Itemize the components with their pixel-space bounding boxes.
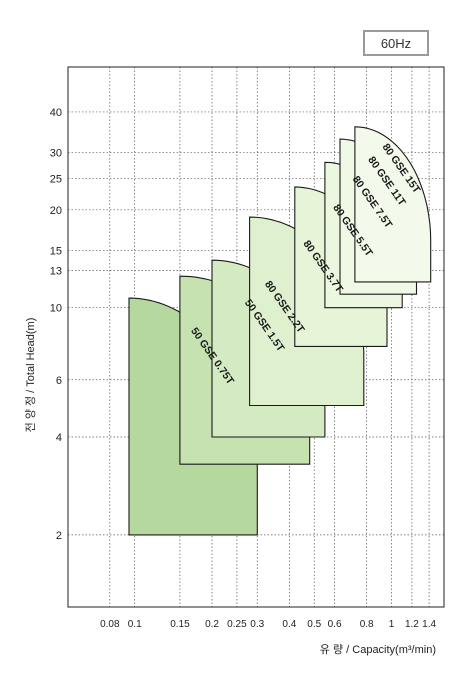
x-tick-label: 0.2	[205, 619, 219, 630]
y-tick-label: 30	[50, 148, 62, 160]
x-tick-label: 0.6	[328, 619, 342, 630]
x-tick-label: 0.15	[170, 619, 190, 630]
x-axis-label: 유 량 / Capacity(m³/min)	[319, 644, 436, 656]
y-tick-label: 13	[50, 266, 62, 278]
y-tick-label: 40	[50, 107, 62, 119]
y-tick-label: 2	[56, 530, 62, 542]
x-tick-label: 1.4	[422, 619, 436, 630]
x-tick-label: 1	[389, 619, 395, 630]
x-tick-label: 0.08	[100, 619, 120, 630]
x-tick-label: 0.3	[250, 619, 264, 630]
x-tick-label: 0.25	[227, 619, 247, 630]
x-tick-labels: 0.08 0.1 0.15 0.2 0.25 0.3 0.4 0.5 0.6 0.8 1 1.2 1.4	[100, 619, 436, 630]
x-tick-label: 0.4	[282, 619, 296, 630]
x-tick-label: 1.2	[405, 619, 419, 630]
frequency-badge: 60Hz	[363, 30, 429, 56]
pump-curves	[128, 126, 432, 536]
x-tick-label: 0.8	[360, 619, 374, 630]
y-tick-label: 15	[50, 245, 62, 257]
y-tick-labels: 2 4 6 10 13 15 20 25 30 40	[50, 107, 62, 542]
y-tick-label: 20	[50, 205, 62, 217]
y-tick-label: 10	[50, 303, 62, 315]
x-tick-label: 0.5	[307, 619, 321, 630]
y-tick-label: 6	[56, 375, 62, 387]
y-tick-label: 4	[56, 432, 62, 444]
pump-curve-area	[354, 126, 432, 283]
y-tick-label: 25	[50, 173, 62, 185]
x-tick-label: 0.1	[128, 619, 142, 630]
plot-frame	[67, 66, 445, 608]
